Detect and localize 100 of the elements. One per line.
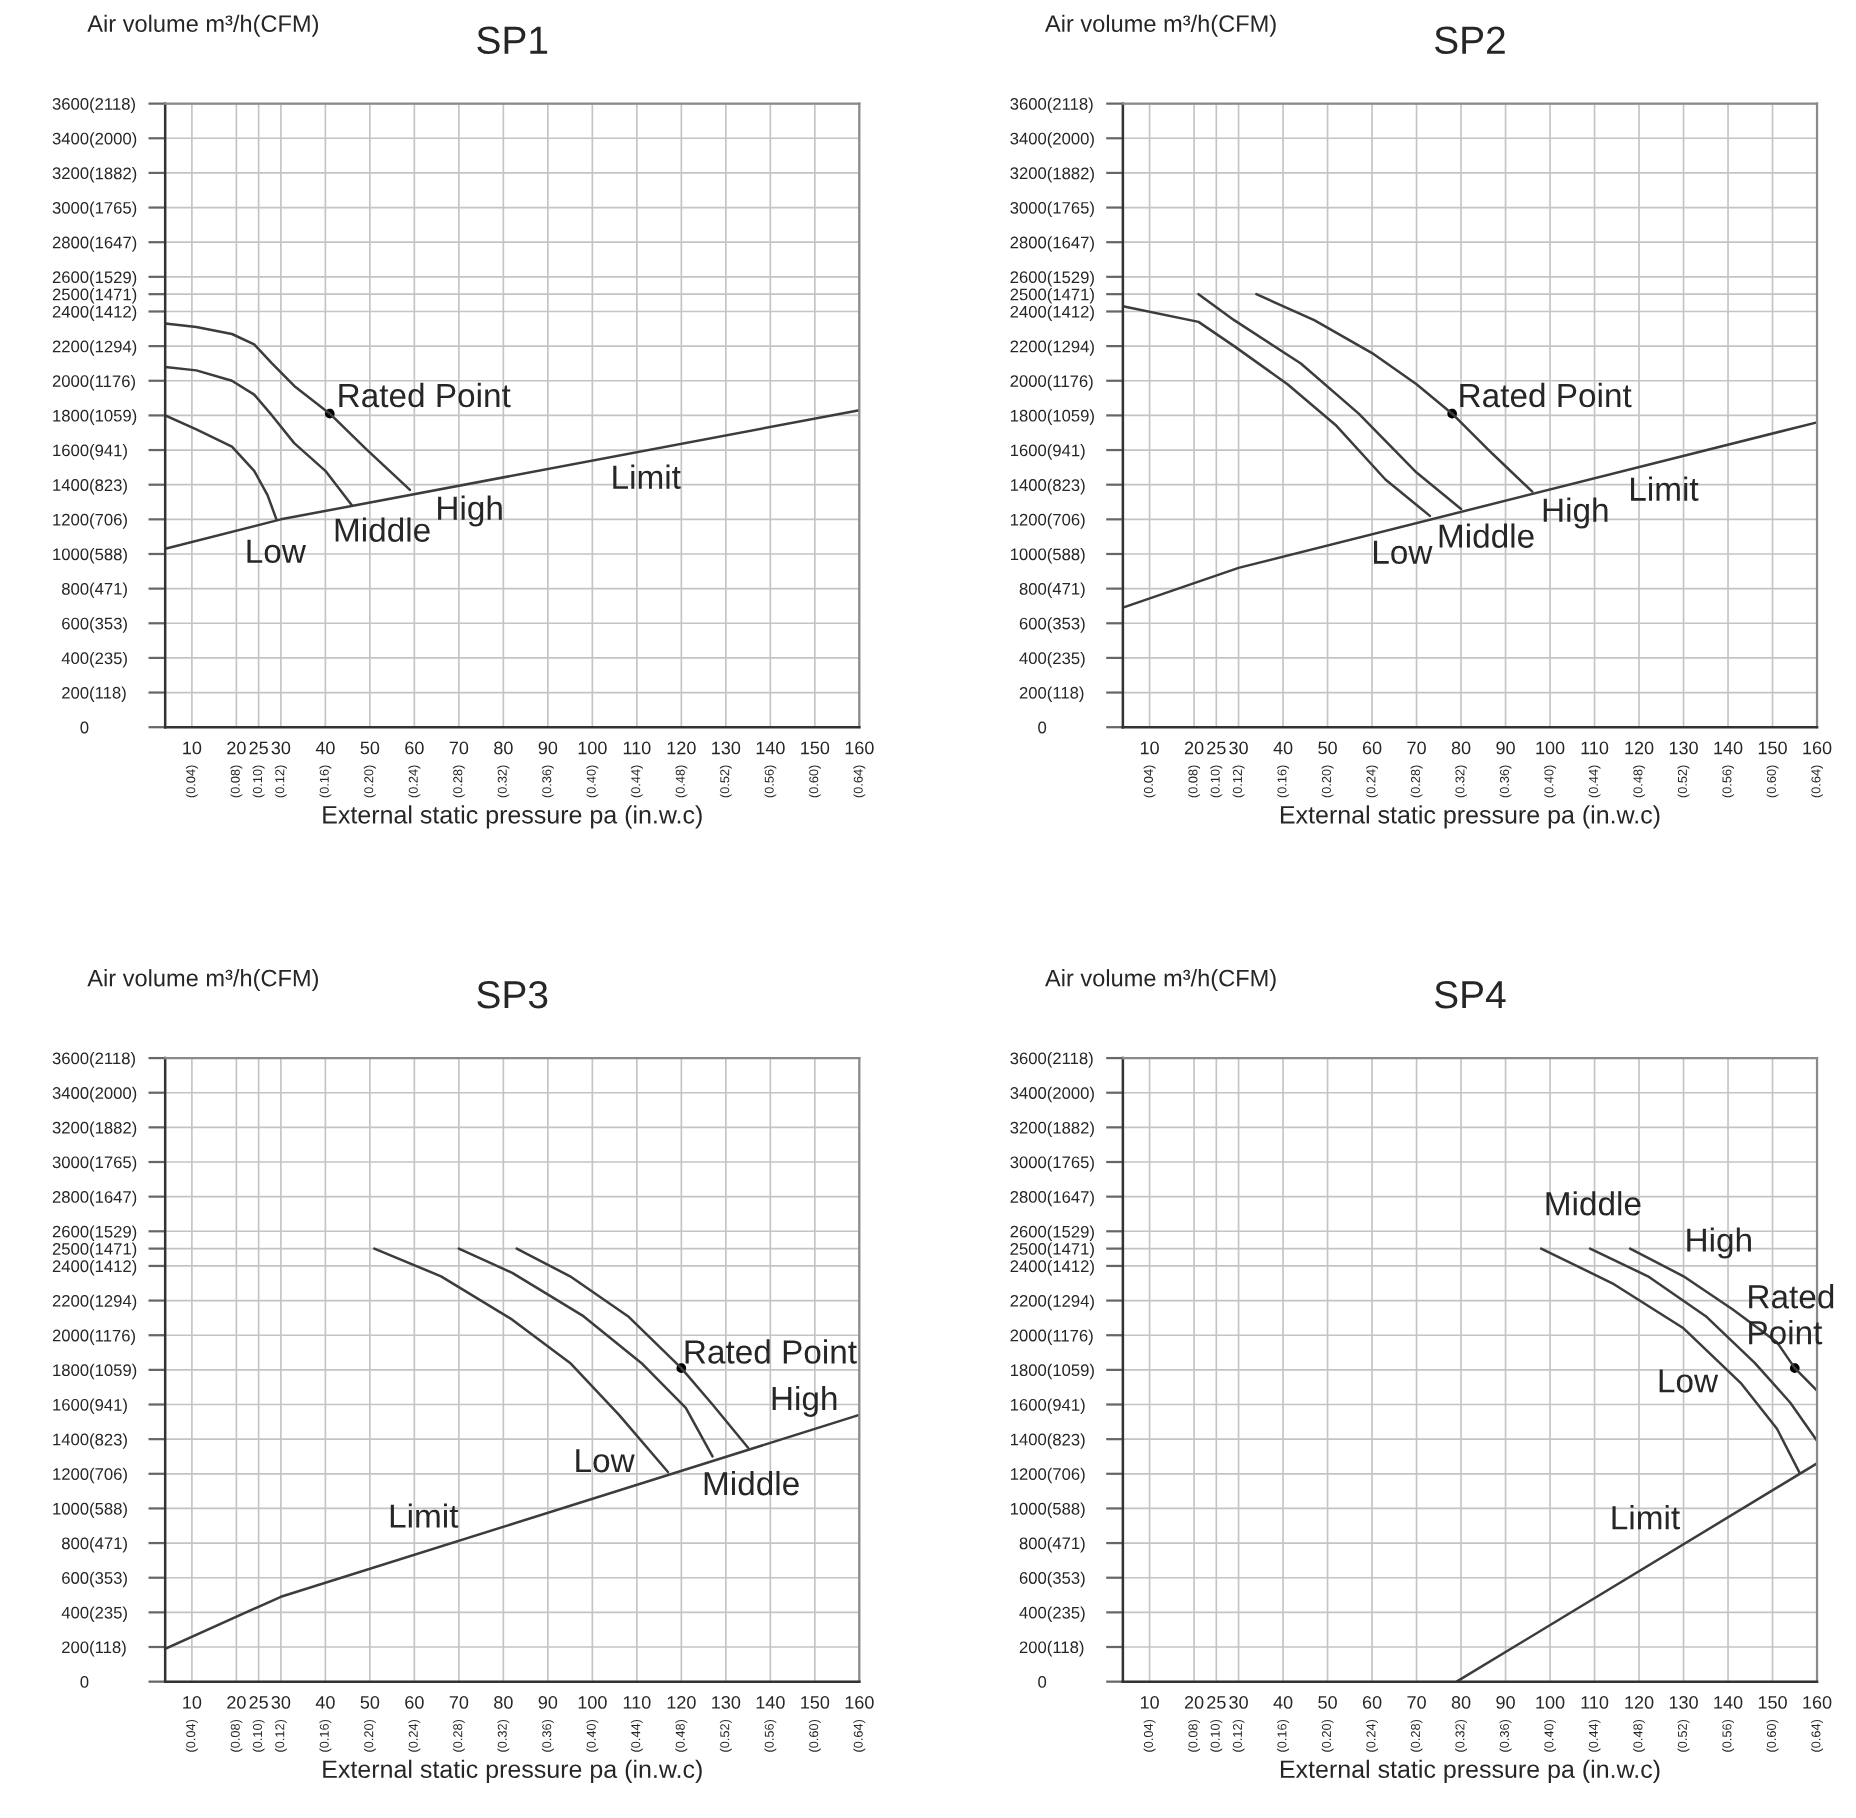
y2-tick-label: (1765)	[1047, 201, 1094, 218]
y2-tick-label: (1647)	[1047, 1190, 1094, 1207]
x-tick-label: 140	[756, 1696, 785, 1709]
y-tick-label: 3200	[1010, 1121, 1047, 1134]
y2-tick-label: (1765)	[1047, 1155, 1094, 1172]
y-tick-label: 3000	[1010, 201, 1047, 214]
x-tick-label: 40	[1273, 1696, 1293, 1709]
x-tick-label: 40	[315, 1696, 335, 1709]
x-tick-label: 110	[1581, 741, 1609, 755]
x-tick-label: 130	[712, 741, 741, 755]
y-tick-label: 3200	[52, 167, 89, 180]
y-tick-label: 1200	[53, 513, 89, 526]
y-tick-label: 2500	[1010, 1243, 1047, 1255]
y2-tick-label: (1647)	[90, 1190, 137, 1207]
y-tick-label: 3000	[52, 1156, 89, 1169]
y2-tick-label: (1882)	[90, 167, 137, 183]
x-tick-label: 60	[1362, 1696, 1382, 1709]
x-tick-label: 110	[1581, 1696, 1609, 1709]
y2-tick-label: (823)	[1047, 1433, 1085, 1449]
chart-title: SP1	[477, 26, 548, 55]
x-tick-label: 100	[1536, 741, 1565, 755]
y-tick-label: 2500	[52, 288, 89, 301]
y2-tick-label: (588)	[1047, 548, 1085, 564]
y2-tick-label: (941)	[90, 1398, 127, 1415]
y2-tick-label: (471)	[1047, 1536, 1085, 1553]
x-tick-label: 150	[801, 741, 830, 755]
y2-tick-label: (2118)	[90, 97, 135, 114]
y-tick-label: 2400	[1010, 305, 1047, 318]
y2-tick-label: (1882)	[90, 1121, 137, 1138]
x-tick-label: 10	[183, 1696, 202, 1709]
y-tick-label: 1600	[53, 444, 89, 457]
y2-tick-label: (1294)	[90, 1294, 137, 1311]
y2-tick-label: (1471)	[1047, 1242, 1094, 1259]
y2-tick-label: (353)	[1047, 1571, 1085, 1588]
y-tick-label: 3600	[52, 1052, 89, 1065]
y-tick-label: 2000	[52, 1329, 89, 1342]
y-tick-label: 2000	[52, 375, 89, 387]
y-tick-label: 1800	[1010, 1364, 1047, 1377]
y2-tick-label: (1176)	[1047, 374, 1093, 391]
y-tick-label: 3600	[52, 98, 89, 110]
x-tick-label: 25	[249, 1696, 268, 1709]
y2-tick-label: (1882)	[1047, 167, 1094, 183]
y2-tick-label: (1412)	[90, 1259, 137, 1276]
y2-tick-label: (1412)	[90, 305, 137, 321]
y2-tick-label: (1471)	[1047, 288, 1094, 304]
x-tick-label: 90	[1496, 1696, 1515, 1709]
y-tick-label: 1400	[53, 1433, 89, 1446]
y2-tick-label: (588)	[90, 1502, 127, 1519]
chart-title: SP3	[477, 980, 548, 1009]
y-tick-label: 3200	[52, 1121, 89, 1134]
y2-tick-label: (823)	[90, 1433, 127, 1449]
y2-tick-label: (235)	[90, 1606, 127, 1622]
x-tick-label: 150	[1758, 741, 1787, 755]
y-tick-label: 2600	[52, 271, 89, 284]
annotation: Rated Point	[339, 382, 511, 408]
y2-tick-label: (2000)	[1047, 132, 1094, 148]
y-tick-label: 0	[1038, 721, 1047, 734]
x-tick-label: 80	[494, 1696, 513, 1709]
x-tick-label: 160	[1803, 741, 1832, 755]
y-tick-label: 1000	[53, 1502, 89, 1515]
x-tick-label: 150	[801, 1696, 830, 1709]
y-tick-label: 1600	[1010, 444, 1047, 457]
y2-tick-label: (471)	[90, 582, 127, 599]
x-tick-label: 140	[1714, 1696, 1743, 1709]
y-tick-label: 1400	[53, 479, 89, 491]
annotation: High	[1687, 1227, 1751, 1259]
y-tick-label: 600	[1019, 1572, 1047, 1584]
x-tick-label: 160	[845, 741, 874, 755]
x-tick-label: 130	[1669, 741, 1698, 755]
y2-tick-label: (2000)	[90, 132, 137, 148]
chart-title: SP2	[1434, 26, 1505, 55]
y-tick-label: 800	[61, 1537, 89, 1550]
y2-tick-label: (823)	[90, 478, 127, 495]
y2-tick-label: (1529)	[1047, 1225, 1094, 1241]
y-tick-label: 2000	[1010, 1329, 1047, 1342]
y2-tick-label: (941)	[90, 444, 127, 460]
y-tick-label: 0	[80, 721, 89, 734]
x-tick-label: 150	[1758, 1696, 1787, 1709]
x-axis-title: External static pressure pa (in.w.c)	[1280, 805, 1660, 829]
y-tick-label: 1200	[1010, 513, 1047, 526]
y-tick-label: 3000	[52, 201, 89, 214]
annotation: High	[772, 1385, 837, 1417]
x-tick-label: 25	[249, 741, 268, 755]
x-tick-label: 110	[623, 741, 651, 755]
y-tick-label: 400	[1019, 652, 1047, 665]
y-tick-label: 2400	[1010, 1260, 1047, 1273]
y-tick-label: 200	[1019, 686, 1047, 699]
y2-tick-label: (353)	[1047, 617, 1085, 633]
y-tick-label: 2200	[1010, 340, 1047, 353]
x-tick-label: 10	[1140, 741, 1159, 755]
y2-tick-label: (1412)	[1047, 1259, 1094, 1276]
x-tick-label: 70	[1407, 1696, 1426, 1709]
y-tick-label: 200	[62, 686, 89, 699]
x-tick-label: 120	[1625, 741, 1654, 755]
x-tick-label: 60	[405, 741, 424, 755]
y-tick-label: 3400	[1010, 132, 1047, 145]
y2-tick-label: (235)	[1047, 1606, 1085, 1622]
x-axis-title: External static pressure pa (in.w.c)	[1280, 1759, 1660, 1784]
y-tick-label: 600	[1019, 617, 1047, 630]
y2-axis-title: Air volume m³/h(CFM)	[87, 969, 318, 992]
